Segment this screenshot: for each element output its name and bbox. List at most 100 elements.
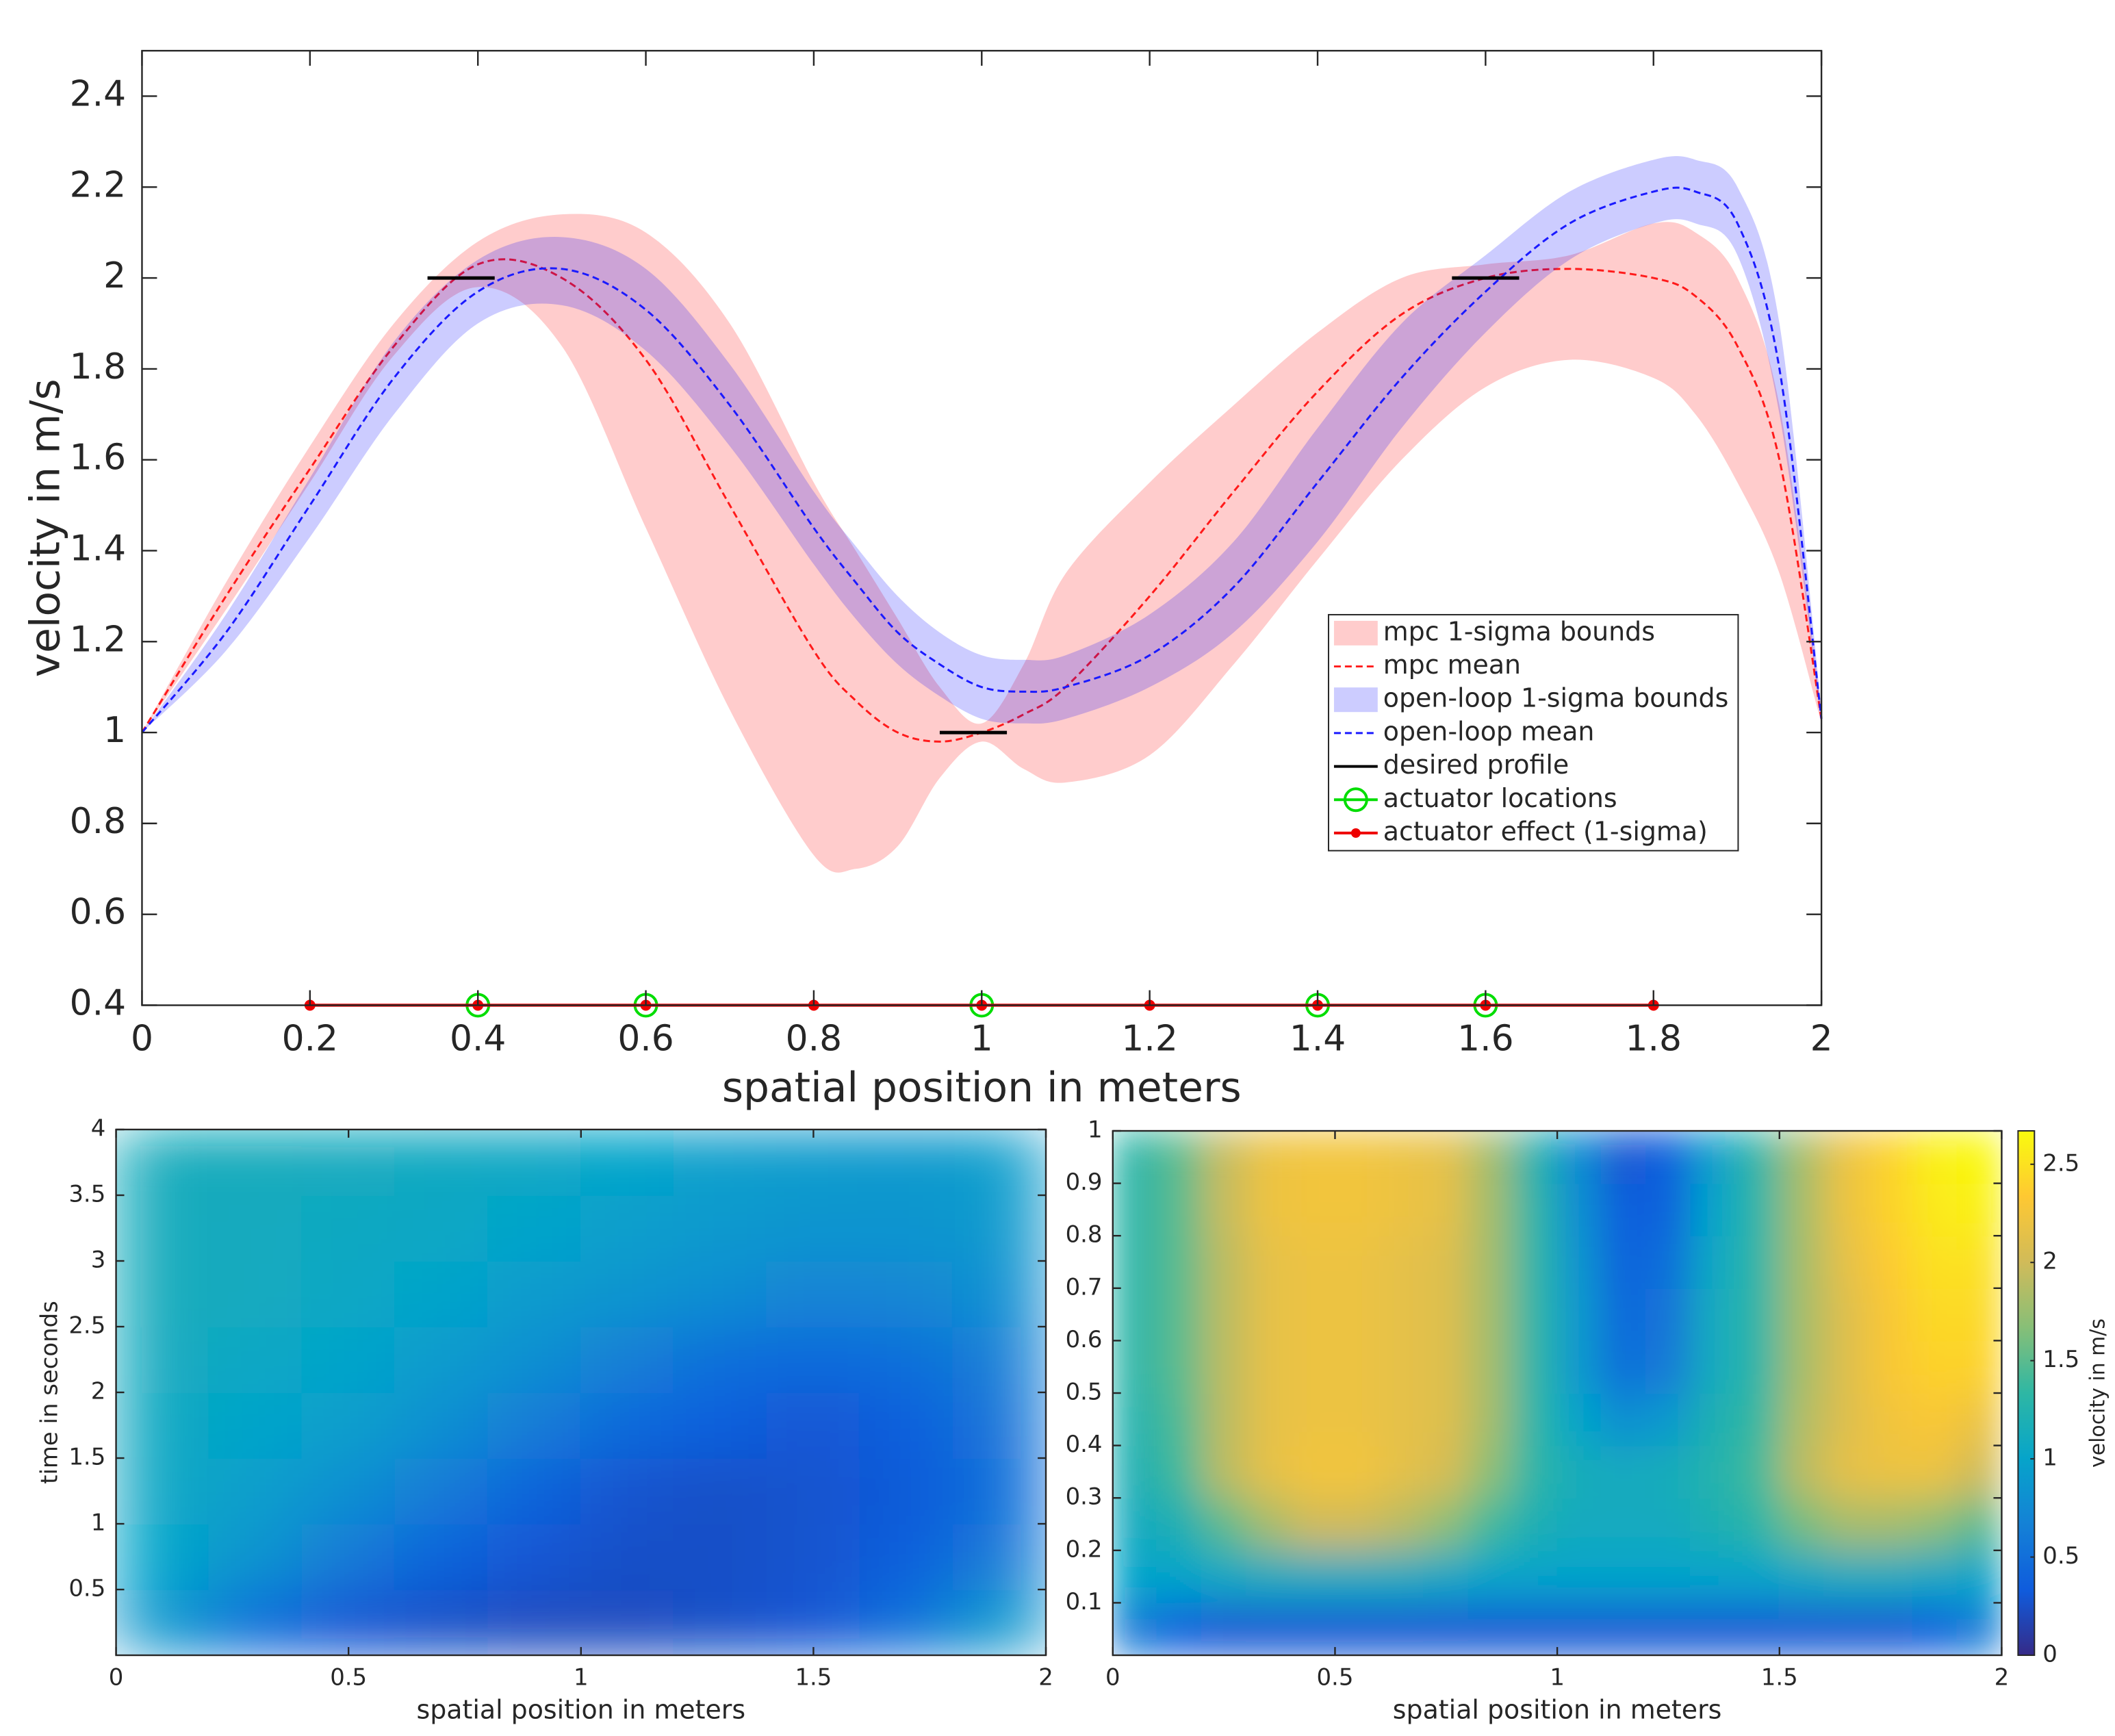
heat-cell xyxy=(1112,1392,1158,1446)
heat-cell xyxy=(1689,1392,1736,1446)
heat-cell xyxy=(1778,1182,1825,1237)
heat-cell xyxy=(1379,1602,1425,1656)
heat-cell xyxy=(208,1326,303,1394)
heat-cell xyxy=(766,1195,861,1262)
heat-cell xyxy=(1645,1549,1691,1604)
heat-cell xyxy=(1334,1392,1381,1446)
heat-cell xyxy=(1645,1287,1691,1342)
y-tick-label: 0.8 xyxy=(70,801,126,842)
heat-cell xyxy=(1556,1182,1603,1237)
heat-cell xyxy=(1645,1497,1691,1551)
heat-cell xyxy=(487,1523,582,1591)
heat-cell xyxy=(673,1129,768,1197)
heat-cell xyxy=(1645,1444,1691,1499)
legend-box xyxy=(1327,613,1739,852)
heat-cell xyxy=(208,1523,303,1591)
heat-cell xyxy=(1379,1392,1425,1446)
heat-cell xyxy=(580,1195,675,1262)
heat-cell xyxy=(1156,1549,1203,1604)
colorbar-tick-label: 0.5 xyxy=(2042,1542,2079,1569)
band xyxy=(142,214,1822,873)
heat-cell xyxy=(1467,1340,1514,1394)
heat-cell xyxy=(1334,1497,1381,1551)
y-tick-label: 0.4 xyxy=(1066,1431,1103,1457)
legend-marker xyxy=(1343,787,1368,813)
colorbar-tick-label: 1 xyxy=(2042,1444,2058,1471)
heat-cell xyxy=(1245,1444,1292,1499)
heat-cell xyxy=(1867,1287,1914,1342)
heat-cell xyxy=(1290,1602,1336,1656)
heat-cell xyxy=(673,1523,768,1591)
heat-cell xyxy=(1601,1340,1647,1394)
heat-cell xyxy=(580,1129,675,1197)
heat-cell xyxy=(1512,1444,1559,1499)
heat-cell xyxy=(1467,1131,1514,1184)
heat-cell xyxy=(1689,1340,1736,1394)
legend-swatch xyxy=(1333,620,1378,646)
heat-cell xyxy=(487,1589,582,1656)
heat-cell xyxy=(1867,1549,1914,1604)
y-tick-label: 1.2 xyxy=(70,619,126,660)
heat-cell xyxy=(1423,1340,1470,1394)
heat-cell xyxy=(208,1457,303,1525)
heat-cell xyxy=(673,1457,768,1525)
y-tick-label: 0.7 xyxy=(1066,1273,1103,1300)
heat-cell xyxy=(116,1457,210,1525)
heat-cell xyxy=(116,1392,210,1459)
heat-cell xyxy=(301,1260,396,1328)
heat-cell xyxy=(1423,1497,1470,1551)
heatmap-clip xyxy=(116,1129,1047,1656)
heat-cell xyxy=(1601,1497,1647,1551)
heat-cell xyxy=(1201,1444,1247,1499)
x-tick-label: 0 xyxy=(1105,1663,1120,1690)
heat-cell xyxy=(1467,1392,1514,1446)
heat-cell xyxy=(1912,1287,1958,1342)
y-tick-label: 2 xyxy=(103,255,126,296)
heat-cell xyxy=(1112,1549,1158,1604)
heat-cell xyxy=(766,1129,861,1197)
heat-cell xyxy=(1156,1182,1203,1237)
heat-cell xyxy=(1734,1392,1780,1446)
heatmap xyxy=(116,1129,1047,1656)
heatmap xyxy=(1112,1131,2002,1656)
heat-cell xyxy=(1601,1235,1647,1289)
heat-cell xyxy=(1867,1340,1914,1394)
x-tick-label: 1.5 xyxy=(1761,1663,1798,1690)
heat-cell xyxy=(673,1589,768,1656)
heat-cell xyxy=(1423,1602,1470,1656)
heat-cell xyxy=(301,1523,396,1591)
x-tick-label: 1.8 xyxy=(1626,1018,1682,1059)
heat-cell xyxy=(1867,1602,1914,1656)
legend-label: desired profile xyxy=(1383,750,1569,780)
legend-label: mpc mean xyxy=(1383,650,1521,680)
heat-cell xyxy=(1556,1235,1603,1289)
heat-cell xyxy=(952,1260,1047,1328)
heat-cell xyxy=(1423,1131,1470,1184)
x-axis-label: spatial position in meters xyxy=(1393,1694,1722,1724)
heat-cell xyxy=(1245,1392,1292,1446)
heat-cell xyxy=(1734,1340,1780,1394)
heat-cell xyxy=(1334,1444,1381,1499)
heat-cell xyxy=(1512,1287,1559,1342)
heat-cell xyxy=(580,1457,675,1525)
heat-cell xyxy=(1201,1235,1247,1289)
heat-cell xyxy=(1778,1549,1825,1604)
heat-cell xyxy=(1334,1602,1381,1656)
heat-cell xyxy=(766,1326,861,1394)
heat-cell xyxy=(1512,1235,1559,1289)
heat-cell xyxy=(1823,1549,1869,1604)
heat-cell xyxy=(673,1392,768,1459)
heat-cell xyxy=(1290,1444,1336,1499)
heat-cell xyxy=(1778,1287,1825,1342)
heat-cell xyxy=(1512,1602,1559,1656)
heat-cell xyxy=(116,1326,210,1394)
heat-cell xyxy=(1290,1340,1336,1394)
x-tick-label: 1.6 xyxy=(1457,1018,1513,1059)
legend-label: actuator effect (1-sigma) xyxy=(1383,816,1708,846)
heat-cell xyxy=(1467,1602,1514,1656)
heat-cell xyxy=(1245,1602,1292,1656)
heat-cell xyxy=(1867,1131,1914,1184)
heat-cell xyxy=(1245,1131,1292,1184)
heat-cell xyxy=(116,1195,210,1262)
x-tick-label: 0.6 xyxy=(617,1018,674,1059)
